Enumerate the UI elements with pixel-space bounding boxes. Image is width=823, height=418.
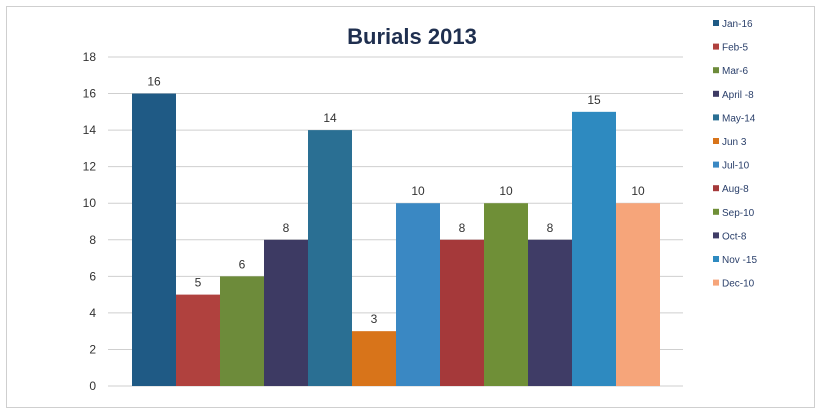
y-tick-label: 14 [83,123,97,137]
legend-label: Mar-6 [722,66,749,77]
data-label: 8 [547,221,554,235]
legend-swatch [713,209,719,215]
legend-swatch [713,256,719,262]
legend-swatch [713,67,719,73]
y-tick-label: 12 [83,160,97,174]
legend-label: Jul-10 [722,161,750,172]
legend-label: Aug-8 [722,184,749,195]
bar [176,295,220,386]
legend-swatch [713,20,719,26]
y-tick-label: 8 [89,233,96,247]
bar [220,276,264,386]
data-label: 15 [587,93,601,107]
data-label: 5 [195,276,202,290]
y-tick-label: 18 [83,50,97,64]
y-tick-label: 10 [83,196,97,210]
legend-swatch [713,162,719,168]
legend-label: Nov -15 [722,255,757,266]
legend-swatch [713,44,719,50]
bar [308,130,352,386]
y-tick-label: 16 [83,87,97,101]
data-label: 3 [371,312,378,326]
bar [484,203,528,386]
legend-label: Feb-5 [722,43,749,54]
y-tick-label: 0 [89,379,96,393]
legend-swatch [713,114,719,120]
bar [440,240,484,386]
data-label: 8 [283,221,290,235]
data-label: 6 [239,257,246,271]
legend-label: April -8 [722,90,754,101]
legend-label: Oct-8 [722,231,747,242]
data-label: 10 [499,184,513,198]
data-label: 8 [459,221,466,235]
bar [528,240,572,386]
legend-label: Sep-10 [722,208,755,219]
bar [572,112,616,386]
legend-swatch [713,91,719,97]
legend-label: Jan-16 [722,19,753,30]
data-label: 16 [147,75,161,89]
y-tick-label: 6 [89,269,96,283]
data-label: 10 [411,184,425,198]
y-tick-label: 2 [89,342,96,356]
bar [616,203,660,386]
legend-swatch [713,280,719,286]
legend-label: Dec-10 [722,279,755,290]
bar [396,203,440,386]
y-tick-label: 4 [89,306,96,320]
data-label: 14 [323,111,337,125]
bar [352,331,396,386]
chart-title: Burials 2013 [347,24,477,49]
data-label: 10 [631,184,645,198]
legend-label: May-14 [722,113,756,124]
legend-swatch [713,232,719,238]
legend: Jan-16 Feb-5 Mar-6 April -8 May-14 Jun 3 Jul-1… [713,19,757,290]
bar [132,94,176,386]
legend-swatch [713,138,719,144]
bar [264,240,308,386]
y-axis: 0 2 4 6 8 10 12 14 16 18 [83,50,97,393]
legend-label: Jun 3 [722,137,747,148]
legend-swatch [713,185,719,191]
